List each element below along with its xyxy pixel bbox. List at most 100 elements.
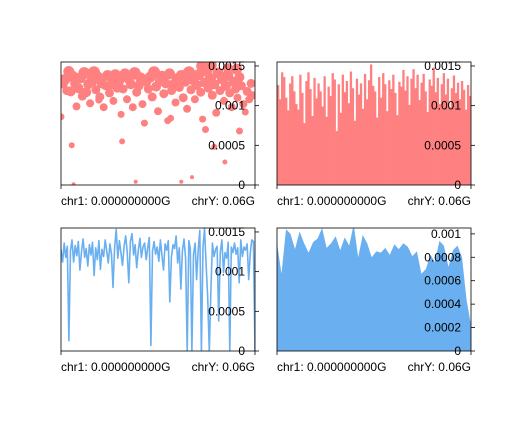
x-tick-label: chr1: 0.000000000G bbox=[61, 360, 170, 374]
bar bbox=[333, 79, 336, 185]
bar bbox=[289, 83, 292, 185]
scatter-point bbox=[123, 95, 131, 104]
y-tick-label: 0.0006 bbox=[424, 274, 461, 288]
scatter-point bbox=[233, 93, 242, 102]
bar bbox=[444, 94, 448, 185]
bar bbox=[392, 74, 395, 185]
scatter-point bbox=[227, 103, 236, 112]
y-tick-label: 0.0015 bbox=[208, 59, 245, 73]
scatter-point bbox=[222, 159, 228, 165]
bar bbox=[456, 82, 460, 185]
panel-frame bbox=[60, 61, 256, 186]
scatter-point bbox=[183, 104, 192, 113]
bar bbox=[442, 73, 446, 185]
bar bbox=[430, 85, 433, 185]
bar bbox=[408, 104, 411, 185]
scatter-point bbox=[211, 143, 218, 150]
bar bbox=[428, 79, 431, 185]
bar bbox=[446, 78, 450, 185]
bar bbox=[331, 73, 334, 185]
bar bbox=[464, 109, 468, 185]
scatter-point bbox=[171, 98, 180, 107]
plot-area bbox=[61, 228, 255, 351]
scatter-point bbox=[205, 62, 217, 71]
scatter-point bbox=[128, 103, 137, 112]
scatter-point bbox=[91, 85, 101, 95]
scatter-point bbox=[202, 126, 209, 133]
plot-area bbox=[277, 64, 471, 185]
bar bbox=[436, 77, 439, 185]
bar bbox=[281, 72, 284, 185]
bar bbox=[347, 103, 351, 185]
bar bbox=[309, 88, 312, 185]
bar bbox=[458, 99, 462, 185]
y-tick-label: 0.001 bbox=[431, 227, 461, 241]
scatter-point bbox=[140, 119, 148, 127]
y-tick-label: 0.001 bbox=[431, 99, 461, 113]
bar bbox=[398, 81, 401, 185]
y-tick-label: 0 bbox=[454, 344, 461, 358]
bar bbox=[341, 74, 344, 185]
bar bbox=[317, 83, 320, 185]
bar bbox=[307, 72, 310, 185]
scatter-point bbox=[207, 90, 217, 100]
y-tick-label: 0.0004 bbox=[424, 297, 461, 311]
bar bbox=[396, 115, 399, 185]
bar bbox=[450, 88, 454, 185]
x-tick-label: chrY: 0.06G bbox=[192, 194, 255, 208]
bar bbox=[279, 99, 282, 185]
scatter-point bbox=[86, 99, 95, 108]
bar bbox=[349, 71, 353, 185]
bar bbox=[303, 123, 306, 185]
bar bbox=[412, 69, 415, 185]
scatter-point bbox=[212, 108, 221, 117]
bar bbox=[402, 69, 405, 185]
scatter-point bbox=[78, 67, 91, 80]
bar bbox=[369, 64, 373, 185]
bar bbox=[363, 73, 367, 185]
bar bbox=[361, 108, 365, 185]
scatter-point bbox=[117, 110, 125, 118]
scatter-point bbox=[105, 88, 114, 98]
bar bbox=[311, 115, 314, 185]
bar bbox=[335, 131, 338, 185]
bar bbox=[434, 92, 437, 185]
bar bbox=[371, 85, 375, 185]
x-tick-label: chrY: 0.06G bbox=[192, 360, 255, 374]
y-tick-label: 0 bbox=[238, 344, 245, 358]
bar bbox=[339, 112, 342, 185]
scatter-point bbox=[167, 114, 175, 122]
y-tick-label: 0.0008 bbox=[424, 250, 461, 264]
bar bbox=[343, 92, 347, 185]
bar bbox=[329, 96, 332, 185]
scatter-point bbox=[249, 91, 255, 100]
series-line bbox=[61, 228, 255, 351]
bar bbox=[388, 80, 391, 185]
bar bbox=[432, 67, 435, 185]
scatter-point bbox=[73, 83, 84, 94]
chart-panel-3: 0.0015 0.001 0.0005 0 chr1: 0.000000000G chrY… bbox=[60, 225, 259, 374]
x-tick-label: chrY: 0.06G bbox=[408, 194, 471, 208]
bar bbox=[422, 73, 425, 185]
y-tick-label: 0.0005 bbox=[424, 138, 461, 152]
scatter-point bbox=[179, 179, 184, 184]
bar bbox=[468, 96, 471, 185]
bar bbox=[448, 107, 452, 185]
bar bbox=[406, 76, 409, 185]
scatter-point bbox=[114, 76, 125, 86]
scatter-point bbox=[118, 84, 128, 94]
scatter-point bbox=[147, 92, 157, 102]
bar bbox=[462, 89, 466, 185]
bar bbox=[345, 81, 349, 185]
scatter-point bbox=[68, 142, 75, 149]
scatter-point bbox=[119, 138, 126, 145]
y-tick-label: 0.0002 bbox=[424, 321, 461, 335]
scatter-point bbox=[222, 63, 233, 74]
scatter-point bbox=[199, 115, 207, 123]
bar bbox=[283, 77, 286, 185]
bar bbox=[287, 110, 290, 185]
bar bbox=[353, 120, 357, 185]
bar bbox=[424, 91, 427, 185]
y-tick-label: 0 bbox=[238, 178, 245, 192]
scatter-point bbox=[99, 103, 108, 112]
